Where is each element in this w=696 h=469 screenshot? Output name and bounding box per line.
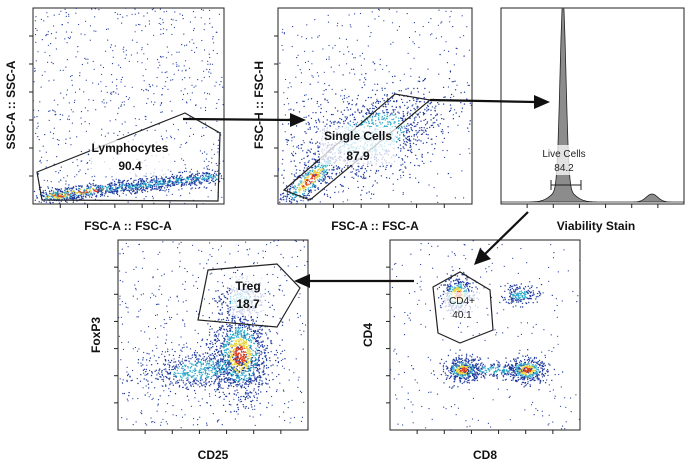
treg-gate-value: 18.7 xyxy=(236,297,260,311)
cd4-gate-value: 40.1 xyxy=(452,310,472,321)
arrow-live-cells-to-cd4 xyxy=(474,211,529,265)
cd4-plot: CD4+ 40.1 CD8 CD4 xyxy=(361,239,581,462)
live-cells-gate xyxy=(550,180,582,190)
single-cells-gate-name: Single Cells xyxy=(324,129,392,143)
lymphocytes-x-axis-label: FSC-A :: FSC-A xyxy=(84,219,172,233)
arrow-lymphocytes-to-single-cells xyxy=(182,113,306,127)
lymphocytes-gate xyxy=(36,112,221,202)
treg-gate-label-box xyxy=(231,276,265,316)
viability-histogram xyxy=(501,8,684,203)
live-cells-gate-label-box xyxy=(538,145,590,175)
treg-plot-frame xyxy=(117,239,309,431)
arrow-single-cells-to-live-cells xyxy=(429,95,550,109)
arrow-cd4-to-treg xyxy=(294,274,414,288)
lymphocytes-axis-ticks xyxy=(29,35,198,208)
lymphocytes-plot: Lymphocytes 90.4 FSC-A :: FSC-A SSC-A ::… xyxy=(4,7,225,233)
live-cells-gate-value: 84.2 xyxy=(554,163,574,174)
cd4-y-axis-label: CD4 xyxy=(361,323,375,347)
lymphocytes-gate-label-box xyxy=(90,140,170,176)
cd4-x-axis-label: CD8 xyxy=(473,448,497,462)
lymphocytes-gate-name: Lymphocytes xyxy=(92,141,169,155)
lymphocytes-gate-value: 90.4 xyxy=(118,159,142,173)
cd4-plot-frame xyxy=(389,239,581,431)
cd4-density-dots xyxy=(390,240,580,430)
cd4-gate-name: CD4+ xyxy=(449,296,475,307)
treg-gate-name: Treg xyxy=(235,279,260,293)
cd4-gate xyxy=(432,271,494,344)
live-cells-plot-frame xyxy=(500,7,685,205)
treg-x-axis-label: CD25 xyxy=(198,448,229,462)
single-cells-gate-label-box xyxy=(320,127,396,165)
live-cells-x-axis-label: Viability Stain xyxy=(557,219,635,233)
live-cells-gate-name: Live Cells xyxy=(542,149,585,160)
treg-plot: Treg 18.7 CD25 FoxP3 xyxy=(89,239,309,462)
live-cells-axis-ticks xyxy=(526,204,659,208)
single-cells-y-axis-label: FSC-H :: FSC-H xyxy=(252,61,266,149)
single-cells-gate-value: 87.9 xyxy=(346,149,370,163)
cd4-axis-ticks xyxy=(386,266,554,434)
cd4-gate-label-box xyxy=(444,292,480,322)
live-cells-plot: Live Cells 84.2 Viability Stain xyxy=(500,7,685,233)
flow-arrows xyxy=(182,95,550,288)
lymphocytes-density-dots xyxy=(33,8,224,204)
lymphocytes-y-axis-label: SSC-A :: SSC-A xyxy=(4,60,18,149)
treg-gate xyxy=(197,263,301,328)
treg-axis-ticks xyxy=(114,266,282,434)
single-cells-x-axis-label: FSC-A :: FSC-A xyxy=(331,219,419,233)
single-cells-plot: Single Cells 87.9 FSC-A :: FSC-A FSC-H :… xyxy=(252,7,473,233)
treg-y-axis-label: FoxP3 xyxy=(89,317,103,353)
